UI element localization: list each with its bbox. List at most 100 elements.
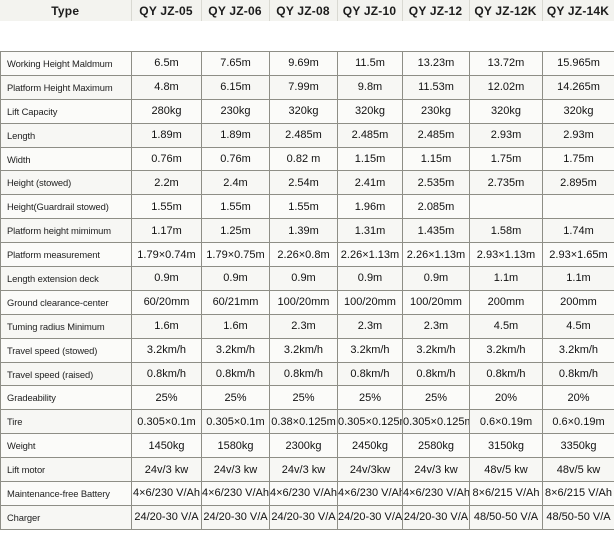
spec-value: 11.5m: [337, 51, 403, 76]
spec-label: Platform height mimimum: [0, 218, 132, 244]
spec-value: 200mm: [469, 289, 543, 315]
spec-label: Platform Height Maximum: [0, 74, 132, 100]
spec-row: Height(Guardrail stowed) 1.55m 1.55m 1.55m 1…: [0, 194, 614, 220]
spec-label: Lift motor: [0, 457, 132, 483]
spec-value: 1.31m: [337, 218, 403, 244]
spec-value: 1.79×0.74m: [131, 242, 202, 268]
spec-value: 230kg: [402, 98, 470, 124]
spec-row: Length 1.89m 1.89m 2.485m 2.485m 2.485m 2.93m 2…: [0, 122, 614, 148]
spec-value: 0.82 m: [269, 146, 338, 172]
spec-value: 0.76m: [201, 146, 270, 172]
spec-row: Platform height mimimum 1.17m 1.25m 1.39m 1.…: [0, 218, 614, 244]
spec-value: [469, 194, 543, 220]
spec-label: Height(Guardrail stowed): [0, 194, 132, 220]
spec-value: 1.55m: [131, 194, 202, 220]
spec-value: 25%: [201, 385, 270, 411]
spec-value: 60/20mm: [131, 289, 202, 315]
spec-value: 2.93×1.65m: [542, 242, 614, 268]
spec-value: 0.9m: [131, 266, 202, 291]
spec-value: 2.26×1.13m: [402, 242, 470, 268]
spec-value: 2.93×1.13m: [469, 242, 543, 268]
spec-value: 100/20mm: [269, 289, 338, 315]
spec-value: 2.535m: [402, 170, 470, 196]
spec-value: 2.2m: [131, 170, 202, 196]
column-header-model: QY JZ-08: [269, 0, 338, 21]
spec-value: 1.17m: [131, 218, 202, 244]
spec-value: 2.085m: [402, 194, 470, 220]
spec-value: 320kg: [542, 98, 614, 124]
spec-value: 4×6/230 V/Ah: [201, 481, 270, 506]
spec-value: 2.485m: [402, 122, 470, 148]
spec-value: 0.305×0.125m: [337, 409, 403, 435]
spec-value: 230kg: [201, 98, 270, 124]
spec-value: 0.76m: [131, 146, 202, 172]
column-header-model: QY JZ-05: [131, 0, 202, 21]
spec-label: Tuming radius Minimum: [0, 313, 132, 339]
spec-value: 200mm: [542, 289, 614, 315]
spec-value: 1.89m: [131, 122, 202, 148]
spec-value: 25%: [269, 385, 338, 411]
spec-row: Platform measurement 1.79×0.74m 1.79×0.75m…: [0, 242, 614, 268]
spec-value: 48/50-50 V/A: [542, 504, 614, 530]
spec-value: 0.305×0.1m: [131, 409, 202, 435]
spec-value: [542, 194, 614, 220]
spec-value: 24/20-30 V/A: [337, 504, 403, 530]
spec-value: 1580kg: [201, 433, 270, 459]
spec-value: 24v/3 kw: [402, 457, 470, 483]
spec-value: 2.4m: [201, 170, 270, 196]
spec-value: 1.74m: [542, 218, 614, 244]
spec-value: 24v/3 kw: [201, 457, 270, 483]
spec-value: 2.26×1.13m: [337, 242, 403, 268]
spec-value: 48/50-50 V/A: [469, 504, 543, 530]
spec-value: 0.9m: [402, 266, 470, 291]
spec-label: Platform measurement: [0, 242, 132, 268]
spec-value: 0.6×0.19m: [542, 409, 614, 435]
spec-value: 4.8m: [131, 74, 202, 100]
spec-label: Length extension deck: [0, 266, 132, 291]
spec-label: Weight: [0, 433, 132, 459]
spec-table: Working Height Maldmum 6.5m 7.65m 9.69m 11.5…: [0, 51, 614, 530]
spec-value: 8×6/215 V/Ah: [469, 481, 543, 506]
spec-value: 3.2km/h: [402, 337, 470, 363]
spec-label: Maintenance-free Battery: [0, 481, 132, 506]
column-header-model: QY JZ-12K: [469, 0, 543, 21]
spec-row: Tire 0.305×0.1m 0.305×0.1m 0.38×0.125m 0.305…: [0, 409, 614, 435]
spec-value: 0.8km/h: [469, 361, 543, 387]
spec-value: 1.55m: [201, 194, 270, 220]
spec-label: Working Height Maldmum: [0, 51, 132, 76]
spec-value: 4.5m: [469, 313, 543, 339]
spec-value: 24/20-30 V/A: [131, 504, 202, 530]
spec-row: Gradeability 25% 25% 25% 25% 25% 20% 20%: [0, 385, 614, 411]
spec-row: Platform Height Maximum 4.8m 6.15m 7.99m 9.8…: [0, 74, 614, 100]
spec-label: Length: [0, 122, 132, 148]
spec-label: Height (stowed): [0, 170, 132, 196]
spec-table-wrapper: Working Height Maldmum 6.5m 7.65m 9.69m 11.5…: [0, 51, 614, 530]
spec-value: 24v/3 kw: [131, 457, 202, 483]
spec-value: 0.6×0.19m: [469, 409, 543, 435]
spec-value: 2.54m: [269, 170, 338, 196]
spec-value: 1450kg: [131, 433, 202, 459]
spec-value: 1.96m: [337, 194, 403, 220]
spec-value: 2.3m: [337, 313, 403, 339]
spec-value: 7.65m: [201, 51, 270, 76]
column-header-model: QY JZ-12: [402, 0, 470, 21]
spec-value: 2.93m: [469, 122, 543, 148]
spec-value: 0.305×0.125m: [402, 409, 470, 435]
spec-value: 14.265m: [542, 74, 614, 100]
spec-row: Height (stowed) 2.2m 2.4m 2.54m 2.41m 2.535m 2…: [0, 170, 614, 196]
spec-value: 2580kg: [402, 433, 470, 459]
spec-value: 0.8km/h: [542, 361, 614, 387]
spec-value: 8×6/215 V/Ah: [542, 481, 614, 506]
spec-value: 2.895m: [542, 170, 614, 196]
spec-label: Travel speed (stowed): [0, 337, 132, 363]
spec-value: 13.72m: [469, 51, 543, 76]
spec-row: Working Height Maldmum 6.5m 7.65m 9.69m 11.5…: [0, 51, 614, 76]
spec-value: 1.435m: [402, 218, 470, 244]
spec-value: 3.2km/h: [269, 337, 338, 363]
spec-value: 4.5m: [542, 313, 614, 339]
spec-value: 48v/5 kw: [469, 457, 543, 483]
spec-value: 24/20-30 V/A: [269, 504, 338, 530]
spec-value: 1.89m: [201, 122, 270, 148]
spec-value: 1.55m: [269, 194, 338, 220]
spec-value: 11.53m: [402, 74, 470, 100]
